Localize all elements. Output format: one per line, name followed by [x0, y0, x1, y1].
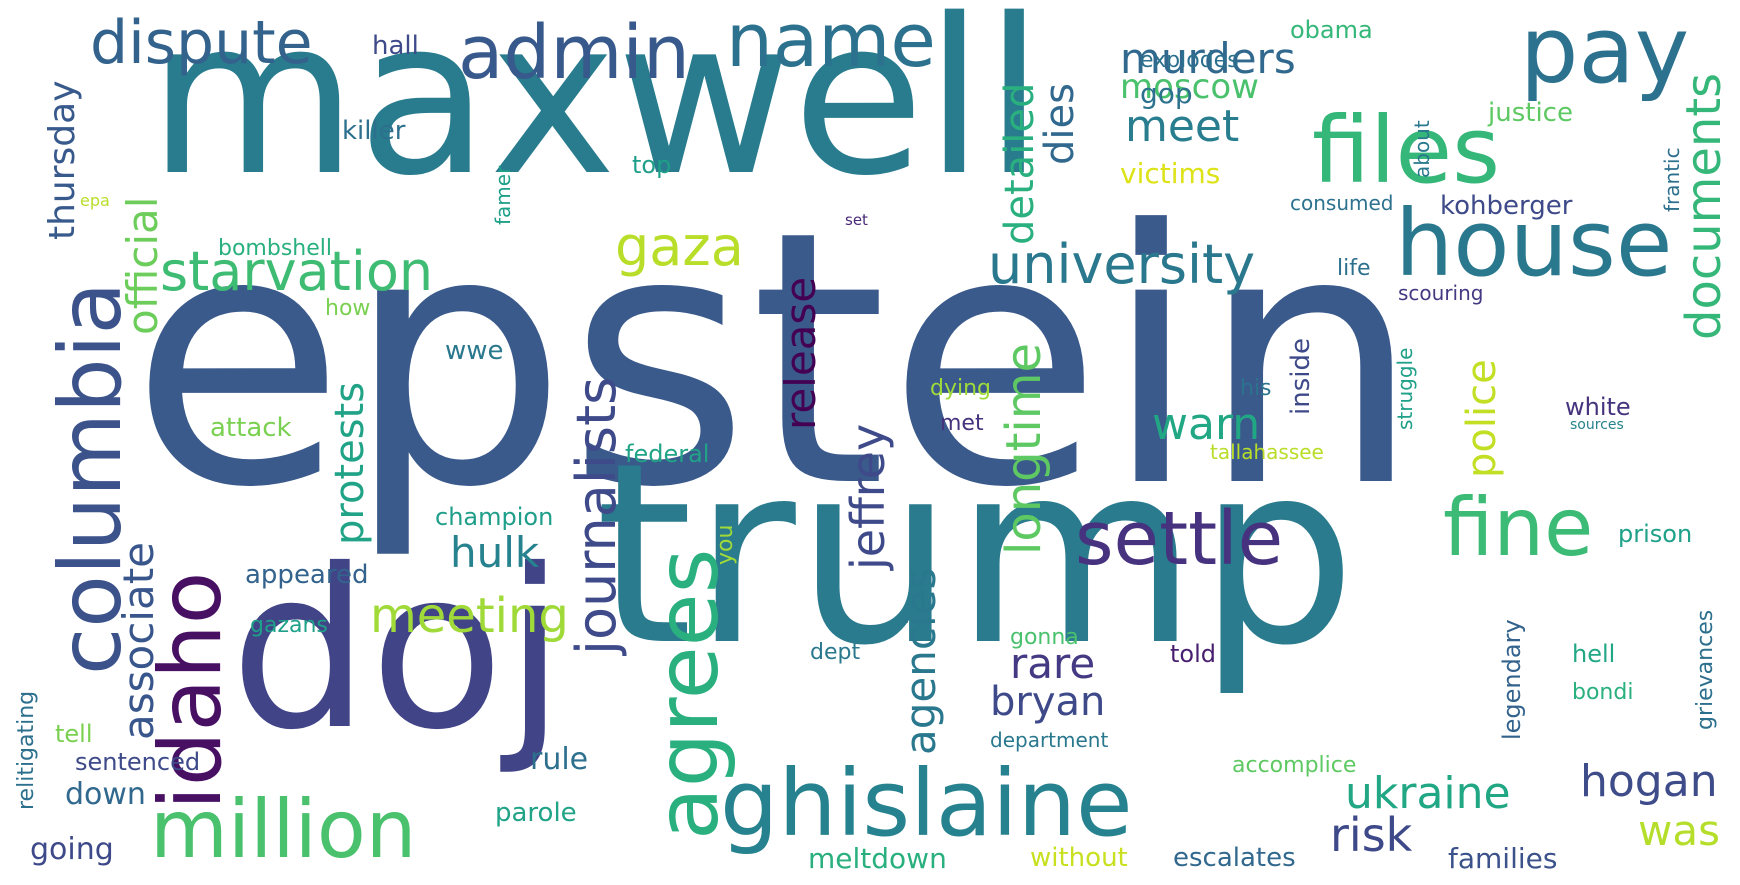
word-about: about: [1410, 120, 1434, 178]
word-struggle: struggle: [1393, 347, 1417, 430]
word-gazans: gazans: [250, 613, 328, 638]
word-gop: gop: [1140, 77, 1193, 110]
word-relitigating: relitigating: [14, 690, 39, 810]
word-epstein: epstein: [130, 156, 1422, 564]
word-detailed: detailed: [997, 82, 1043, 245]
word-dispute: dispute: [90, 8, 313, 78]
word-meet: meet: [1125, 101, 1240, 152]
word-explodes: explodes: [1140, 48, 1239, 73]
word-bombshell: bombshell: [218, 236, 332, 261]
word-settle: settle: [1075, 496, 1284, 582]
word-obama: obama: [1290, 16, 1373, 44]
word-tell: tell: [55, 720, 93, 748]
word-police: police: [1459, 359, 1505, 478]
word-protests: protests: [327, 381, 373, 545]
word-famer: famer: [491, 165, 515, 225]
word-name: name: [726, 0, 936, 84]
word-associate: associate: [114, 541, 163, 740]
word-release: release: [776, 276, 825, 430]
word-hogan: hogan: [1580, 756, 1718, 807]
word-maxwell: maxwell: [148, 0, 1045, 223]
word-house: house: [1395, 190, 1673, 297]
word-epa: epa: [80, 191, 110, 210]
word-scouring: scouring: [1398, 281, 1484, 305]
word-journalists: journalists: [565, 376, 628, 655]
word-risk: risk: [1330, 808, 1413, 862]
word-dying: dying: [930, 376, 992, 401]
word-gaza: gaza: [615, 215, 744, 278]
word-how: how: [325, 296, 371, 321]
word-champion: champion: [435, 503, 554, 531]
word-attack: attack: [210, 413, 292, 443]
word-sources: sources: [1570, 417, 1624, 433]
word-going: going: [30, 832, 114, 867]
word-tallahassee: tallahassee: [1210, 440, 1324, 464]
word-dept: dept: [810, 640, 861, 665]
word-set: set: [845, 211, 868, 229]
word-appeared: appeared: [245, 560, 369, 590]
word-hulk: hulk: [450, 528, 540, 577]
word-agrees: agrees: [638, 548, 738, 840]
word-killer: killer: [342, 116, 406, 146]
word-fine: fine: [1443, 481, 1594, 574]
word-top: top: [632, 151, 672, 179]
word-down: down: [65, 777, 146, 812]
word-life: life: [1337, 256, 1371, 281]
word-dies: dies: [1037, 83, 1083, 165]
word-documents: documents: [1676, 72, 1732, 340]
word-warn: warn: [1152, 399, 1261, 450]
word-accomplice: accomplice: [1232, 753, 1357, 778]
word-frantic: frantic: [1660, 147, 1684, 212]
word-inside: inside: [1286, 338, 1316, 415]
word-doj: doj: [230, 522, 566, 778]
word-sentenced: sentenced: [75, 748, 201, 776]
word-longtime: longtime: [996, 342, 1052, 555]
word-federal: federal: [625, 440, 710, 468]
word-ukraine: ukraine: [1345, 768, 1511, 819]
word-bryan: bryan: [990, 679, 1106, 725]
word-pay: pay: [1520, 0, 1690, 104]
word-department: department: [990, 728, 1109, 752]
word-bondi: bondi: [1572, 680, 1634, 705]
word-meeting: meeting: [370, 588, 569, 644]
word-was: was: [1638, 806, 1720, 855]
word-consumed: consumed: [1290, 191, 1394, 215]
word-starvation: starvation: [160, 240, 434, 303]
word-his: his: [1240, 376, 1272, 401]
word-meltdown: meltdown: [808, 842, 947, 875]
word-parole: parole: [495, 798, 577, 828]
word-rule: rule: [530, 742, 589, 777]
word-prison: prison: [1618, 520, 1693, 548]
word-without: without: [1030, 843, 1128, 873]
word-grievances: grievances: [1693, 609, 1718, 730]
word-admin: admin: [458, 10, 690, 96]
word-million: million: [150, 783, 417, 876]
word-ghislaine: ghislaine: [720, 750, 1133, 857]
word-justice: justice: [1488, 98, 1573, 128]
word-official: official: [118, 196, 167, 335]
word-university: university: [988, 233, 1256, 296]
word-agencies: agencies: [896, 567, 945, 755]
word-victims: victims: [1120, 157, 1221, 190]
word-told: told: [1170, 640, 1216, 668]
word-trump: trump: [595, 409, 1357, 700]
word-files: files: [1312, 97, 1501, 204]
word-gonna: gonna: [1010, 625, 1079, 650]
word-wwe: wwe: [445, 336, 504, 366]
word-murders: murders: [1120, 34, 1296, 83]
word-jeffrey: jeffrey: [841, 423, 895, 570]
word-families: families: [1448, 842, 1558, 875]
word-hall: hall: [372, 31, 419, 61]
word-legendary: legendary: [1498, 619, 1526, 740]
word-hell: hell: [1572, 640, 1616, 668]
word-moscow: moscow: [1120, 67, 1259, 107]
word-kohberger: kohberger: [1440, 191, 1573, 221]
word-rare: rare: [1010, 639, 1096, 688]
word-white: white: [1565, 393, 1631, 421]
word-thursday: thursday: [42, 80, 83, 240]
word-escalates: escalates: [1173, 843, 1296, 873]
word-you: you: [713, 524, 738, 565]
word-met: met: [940, 411, 984, 436]
